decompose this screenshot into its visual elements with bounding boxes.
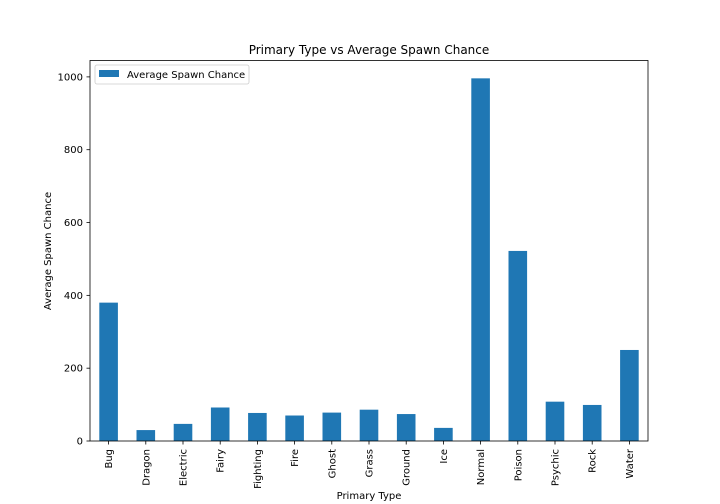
x-axis-ticks: Bug Dragon Electric Fairy Fighting Fire Ghost G…: [104, 441, 636, 489]
chart-title: Primary Type vs Average Spawn Chance: [249, 43, 490, 57]
bar-psychic: [545, 401, 565, 441]
y-tick-label: 800: [64, 145, 83, 156]
x-tick-label: Ghost: [327, 449, 338, 478]
bar-rock: [582, 404, 602, 441]
bar-electric: [173, 423, 193, 441]
legend-swatch: [99, 70, 119, 77]
bar-normal: [471, 78, 490, 442]
x-axis-title: Primary Type: [337, 491, 402, 502]
x-tick-label: Water: [625, 448, 636, 478]
bar-dragon: [136, 430, 156, 441]
plot-frame: [89, 60, 649, 442]
x-tick-label: Dragon: [141, 449, 152, 486]
x-tick-label: Grass: [365, 449, 376, 477]
y-tick-label: 0: [77, 437, 83, 448]
x-tick-label: Ground: [402, 449, 413, 486]
x-tick-label: Normal: [476, 449, 487, 485]
y-tick-label: 200: [64, 364, 83, 375]
y-tick-label: 1000: [58, 72, 83, 83]
x-tick-label: Rock: [588, 449, 599, 473]
x-tick-label: Ice: [439, 449, 450, 464]
x-tick-label: Fairy: [216, 449, 227, 473]
bar-poison: [508, 250, 528, 441]
bar-ground: [396, 414, 416, 441]
y-tick-label: 400: [64, 291, 83, 302]
x-tick-label: Psychic: [551, 449, 562, 486]
x-tick-label: Poison: [513, 449, 524, 481]
y-axis-ticks: 0 200 400 600 800 1000: [58, 72, 90, 448]
bar-fairy: [210, 407, 230, 441]
bars-group: [99, 78, 639, 442]
y-axis-title: Average Spawn Chance: [43, 192, 54, 310]
bar-fire: [285, 415, 304, 441]
bar-fighting: [248, 412, 267, 441]
bar-water: [620, 349, 639, 441]
x-tick-label: Electric: [179, 449, 190, 486]
legend-box: [94, 64, 250, 85]
x-tick-label: Bug: [104, 449, 115, 469]
x-tick-label: Fire: [290, 449, 301, 467]
x-tick-label: Fighting: [253, 449, 264, 489]
legend: Average Spawn Chance: [94, 64, 250, 85]
bar-grass: [359, 409, 379, 441]
bar-ice: [434, 427, 453, 441]
legend-label: Average Spawn Chance: [127, 70, 245, 81]
bar-bug: [99, 302, 118, 441]
y-tick-label: 600: [64, 218, 83, 229]
bar-ghost: [322, 412, 342, 441]
